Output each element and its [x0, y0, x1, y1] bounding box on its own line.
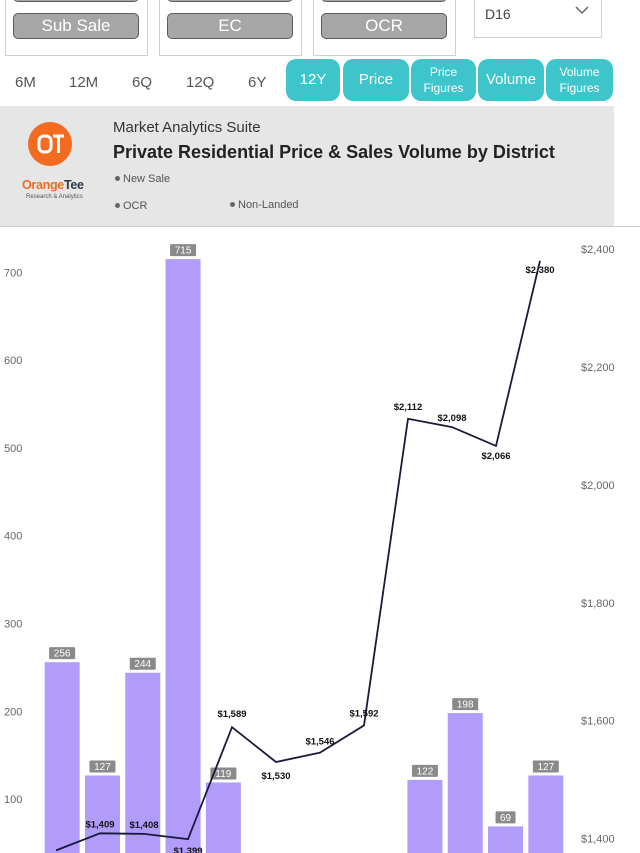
logo-wordmark: OrangeTee — [22, 178, 84, 192]
volume-data-label-box — [495, 811, 516, 824]
volume-figures-button-label: Volume Figures — [559, 65, 600, 95]
volume-bar — [528, 775, 564, 853]
period-tab-6y[interactable]: 6Y — [248, 74, 267, 91]
right-axis-tick-label: $2,200 — [581, 362, 615, 374]
volume-data-label: 198 — [457, 700, 474, 711]
sub-sale-button[interactable]: Sub Sale — [13, 13, 139, 39]
logo-tagline: Research & Analytics — [26, 194, 83, 200]
bullet-icon — [230, 201, 235, 207]
ocr-button[interactable]: OCR — [321, 13, 447, 39]
period-tab-12y-label: 12Y — [299, 71, 327, 88]
volume-data-label-box — [89, 760, 116, 773]
right-axis-tick-label: $1,800 — [581, 598, 615, 610]
volume-data-label-box — [129, 657, 156, 670]
volume-bar — [488, 826, 524, 853]
volume-bar — [165, 259, 201, 853]
filter-card-sub-sale: Sub Sale — [5, 0, 148, 56]
price-data-label: $1,589 — [217, 709, 246, 720]
page-title: Private Residential Price & Sales Volume… — [113, 142, 555, 162]
volume-bar — [407, 779, 443, 853]
price-figures-button[interactable]: Price Figures — [411, 59, 476, 101]
volume-bar — [447, 713, 483, 853]
period-tab-6q[interactable]: 6Q — [132, 74, 153, 91]
price-data-label: $2,112 — [394, 402, 423, 413]
volume-figures-button[interactable]: Volume Figures — [546, 59, 613, 101]
volume-data-label: 715 — [175, 246, 192, 257]
price-data-label: $1,530 — [261, 771, 290, 782]
left-axis-tick-label: 200 — [4, 706, 22, 718]
suite-name: Market Analytics Suite — [113, 119, 261, 136]
logo-wordmark-tee: Tee — [63, 178, 84, 192]
right-axis-tick-label: $1,600 — [581, 716, 615, 728]
period-tab-12y[interactable]: 12Y — [286, 59, 340, 101]
right-axis-tick-label: $2,400 — [581, 244, 615, 256]
filter-tag-new-sale: New Sale — [115, 173, 170, 185]
filter-tag-non-landed-label: Non-Landed — [238, 199, 299, 211]
orangetee-logo — [28, 122, 72, 166]
left-axis-tick-label: 700 — [4, 267, 22, 279]
filter-card-ocr: OCR — [313, 0, 456, 56]
volume-bar — [205, 782, 241, 853]
filter-card-ec: EC — [159, 0, 302, 56]
volume-data-label-box — [411, 764, 438, 777]
orangetee-logo-mark — [37, 134, 64, 154]
header-divider — [0, 226, 640, 227]
right-axis-tick-label: $2,000 — [581, 480, 615, 492]
price-button[interactable]: Price — [343, 59, 409, 101]
period-tab-12q[interactable]: 12Q — [186, 74, 215, 91]
volume-data-label-box — [452, 698, 479, 711]
volume-bar — [84, 775, 120, 853]
left-axis-tick-label: 400 — [4, 531, 22, 543]
filter-tag-new-sale-label: New Sale — [123, 173, 171, 185]
volume-data-label: 119 — [215, 769, 231, 780]
report-header: OrangeTee Research & Analytics Market An… — [0, 106, 614, 226]
volume-data-label: 122 — [417, 766, 434, 777]
price-data-label: $2,066 — [481, 451, 510, 462]
filter-tag-ocr: OCR — [115, 200, 147, 212]
logo-wordmark-orange: Orange — [22, 178, 64, 192]
price-data-label: $1,592 — [349, 708, 378, 719]
bullet-icon — [115, 175, 120, 181]
volume-data-label-box — [210, 767, 237, 780]
volume-data-label-box — [170, 244, 197, 257]
volume-data-label: 69 — [500, 813, 512, 824]
period-tab-6m[interactable]: 6M — [15, 74, 36, 91]
filter-tag-non-landed: Non-Landed — [230, 199, 299, 211]
district-dropdown[interactable]: D16 — [474, 0, 602, 38]
volume-data-label: 127 — [94, 762, 111, 773]
volume-bar — [125, 672, 161, 853]
volume-data-label: 244 — [134, 659, 151, 670]
bullet-icon — [115, 202, 120, 208]
ec-button[interactable]: EC — [167, 13, 293, 39]
volume-button[interactable]: Volume — [478, 59, 544, 101]
price-line — [55, 260, 541, 852]
left-axis-tick-label: 100 — [4, 794, 22, 806]
volume-button-label: Volume — [485, 71, 537, 88]
price-figures-button-label: Price Figures — [423, 65, 464, 95]
price-data-label: $1,409 — [85, 819, 114, 830]
filter-tag-ocr-label: OCR — [123, 200, 148, 212]
left-axis-tick-label: 600 — [4, 355, 22, 367]
district-dropdown-value: D16 — [485, 6, 511, 22]
left-axis-tick-label: 500 — [4, 443, 22, 455]
chevron-down-icon — [575, 6, 589, 15]
price-data-label: $1,399 — [173, 846, 202, 853]
volume-data-label: 127 — [538, 762, 555, 773]
price-data-label: $2,380 — [525, 265, 554, 276]
volume-data-label-box — [49, 647, 76, 660]
price-button-label: Price — [358, 71, 394, 88]
price-data-label: $2,098 — [437, 413, 466, 424]
volume-bar — [44, 662, 80, 853]
volume-data-label-box — [532, 760, 559, 773]
volume-data-label: 256 — [54, 649, 71, 660]
period-tab-12m[interactable]: 12M — [69, 74, 99, 91]
price-data-label: $1,408 — [129, 820, 158, 831]
left-axis-tick-label: 300 — [4, 619, 22, 631]
right-axis-tick-label: $1,400 — [581, 834, 615, 846]
price-data-label: $1,546 — [305, 737, 334, 748]
